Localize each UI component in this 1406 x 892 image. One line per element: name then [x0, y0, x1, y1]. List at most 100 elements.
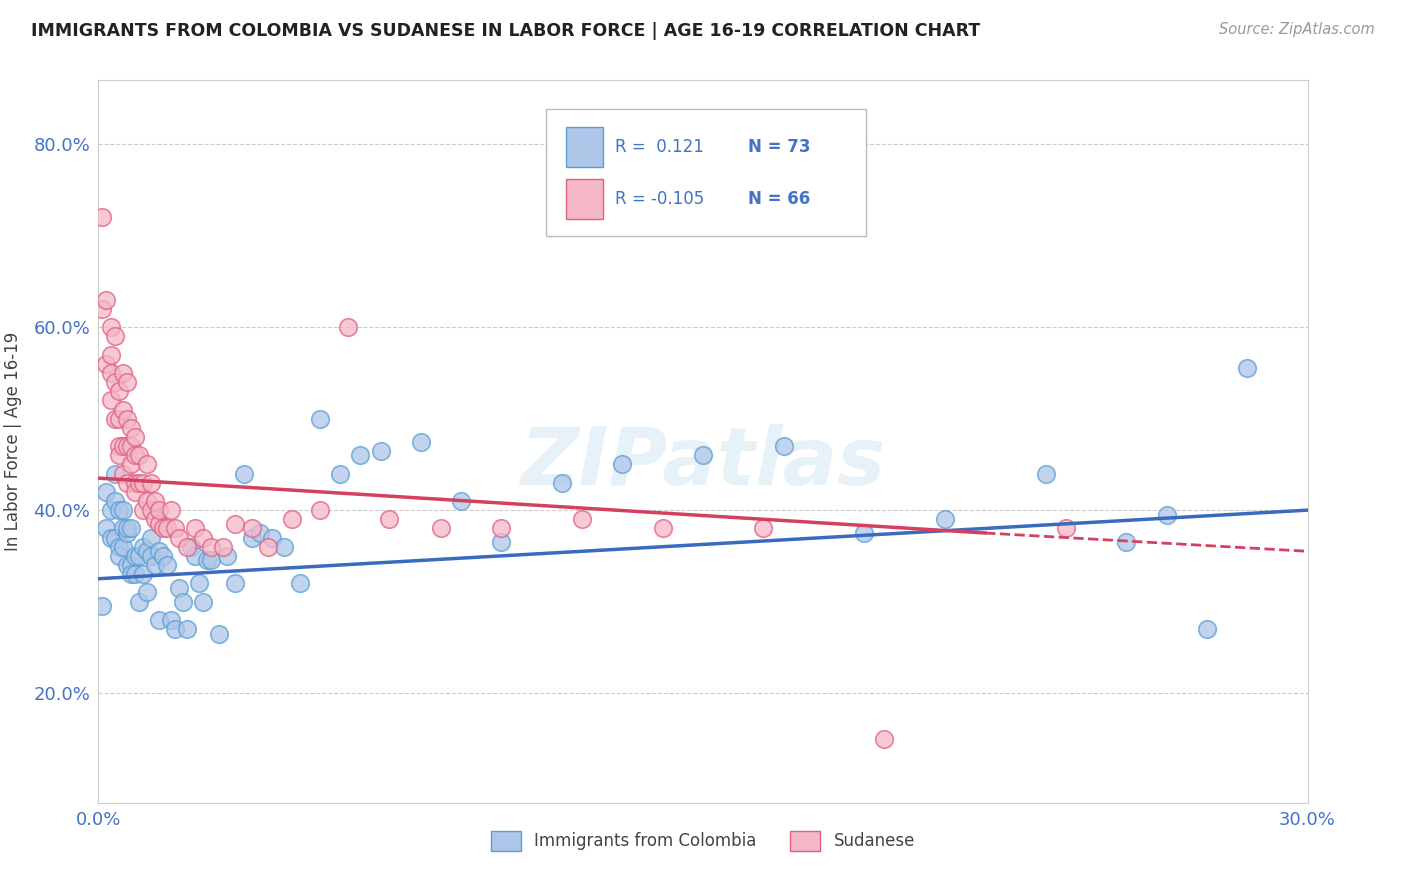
Point: [128, 594, 150, 608]
Point: [873, 731, 896, 746]
Point: [120, 458, 142, 472]
Point: [103, 411, 125, 425]
Point: [409, 434, 432, 449]
Point: [100, 503, 122, 517]
Point: [184, 549, 207, 563]
Point: [329, 467, 352, 481]
Point: [132, 540, 155, 554]
Point: [143, 512, 166, 526]
Point: [103, 531, 125, 545]
Point: [152, 549, 174, 563]
Point: [491, 535, 513, 549]
Point: [111, 366, 134, 380]
Point: [491, 521, 513, 535]
Point: [107, 549, 129, 563]
Point: [128, 475, 150, 490]
Point: [193, 531, 215, 545]
Point: [128, 448, 150, 462]
Point: [273, 540, 295, 554]
Point: [96, 357, 118, 371]
Point: [188, 576, 211, 591]
Point: [135, 458, 157, 472]
Point: [256, 540, 278, 554]
Point: [135, 494, 157, 508]
Bar: [567, 179, 603, 219]
Point: [124, 430, 146, 444]
Point: [1236, 361, 1258, 376]
Point: [111, 521, 134, 535]
Point: [100, 320, 122, 334]
Point: [1195, 622, 1218, 636]
Point: [139, 475, 162, 490]
Point: [1035, 467, 1057, 481]
Point: [551, 475, 574, 490]
Point: [934, 512, 956, 526]
Point: [240, 531, 263, 545]
Point: [120, 567, 142, 582]
Point: [107, 384, 129, 399]
Point: [200, 553, 222, 567]
Point: [124, 484, 146, 499]
Point: [139, 503, 162, 517]
Point: [148, 613, 170, 627]
Point: [124, 549, 146, 563]
Point: [692, 448, 714, 462]
Point: [853, 526, 876, 541]
Point: [163, 622, 186, 636]
Point: [96, 521, 118, 535]
Point: [148, 544, 170, 558]
Point: [240, 521, 263, 535]
Point: [349, 448, 371, 462]
Point: [100, 393, 122, 408]
Point: [1115, 535, 1137, 549]
Point: [111, 402, 134, 417]
Point: [1156, 508, 1178, 522]
Point: [288, 576, 311, 591]
FancyBboxPatch shape: [546, 109, 866, 235]
Point: [107, 411, 129, 425]
Point: [135, 544, 157, 558]
Point: [217, 549, 239, 563]
Point: [370, 443, 392, 458]
Bar: [567, 128, 603, 167]
Point: [111, 439, 134, 453]
Point: [132, 567, 155, 582]
Point: [281, 512, 304, 526]
Point: [152, 521, 174, 535]
Point: [176, 622, 198, 636]
Point: [377, 512, 399, 526]
Point: [163, 521, 186, 535]
Point: [120, 558, 142, 572]
Point: [156, 521, 179, 535]
Text: Source: ZipAtlas.com: Source: ZipAtlas.com: [1219, 22, 1375, 37]
Point: [1054, 521, 1077, 535]
Point: [167, 531, 190, 545]
Text: N = 73: N = 73: [748, 138, 810, 156]
Point: [115, 558, 138, 572]
Point: [91, 301, 114, 316]
Text: R = -0.105: R = -0.105: [614, 191, 704, 209]
Point: [91, 211, 114, 225]
Text: N = 66: N = 66: [748, 191, 810, 209]
Point: [107, 540, 129, 554]
Point: [124, 448, 146, 462]
Point: [148, 516, 170, 531]
Point: [260, 531, 283, 545]
Legend: Immigrants from Colombia, Sudanese: Immigrants from Colombia, Sudanese: [482, 822, 924, 860]
Point: [128, 549, 150, 563]
Point: [167, 581, 190, 595]
Point: [195, 553, 218, 567]
Point: [180, 540, 202, 554]
Point: [612, 458, 634, 472]
Point: [208, 626, 231, 640]
Point: [571, 512, 593, 526]
Point: [120, 521, 142, 535]
Point: [132, 503, 155, 517]
Point: [100, 366, 122, 380]
Point: [337, 320, 360, 334]
Text: IMMIGRANTS FROM COLOMBIA VS SUDANESE IN LABOR FORCE | AGE 16-19 CORRELATION CHAR: IMMIGRANTS FROM COLOMBIA VS SUDANESE IN …: [31, 22, 980, 40]
Point: [115, 375, 138, 389]
Point: [176, 540, 198, 554]
Point: [107, 439, 129, 453]
Point: [115, 526, 138, 541]
